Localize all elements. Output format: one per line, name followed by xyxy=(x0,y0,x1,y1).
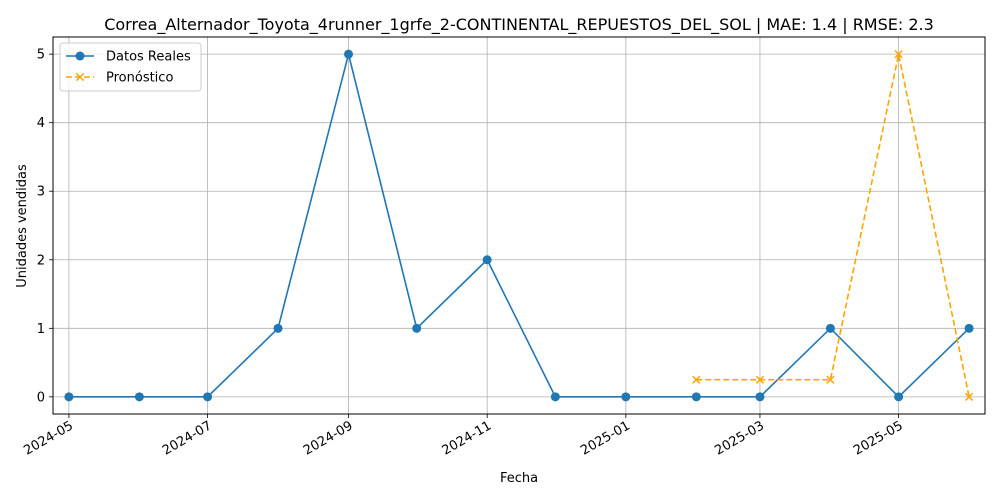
legend-label-actual: Datos Reales xyxy=(106,50,191,65)
data-point-actual xyxy=(621,392,631,402)
y-tick-label: 2 xyxy=(37,253,45,268)
legend-marker-forecast xyxy=(75,72,85,82)
legend: Datos Reales Pronóstico xyxy=(59,42,202,92)
data-point-actual xyxy=(691,392,701,402)
y-tick-label: 4 xyxy=(37,116,45,131)
data-point-actual xyxy=(203,392,213,402)
data-point-actual xyxy=(134,392,144,402)
data-point-actual xyxy=(825,323,835,333)
x-tick-label: 2024-05 xyxy=(21,418,76,458)
data-point-actual xyxy=(64,392,74,402)
data-point-actual xyxy=(273,323,283,333)
x-tick-label: 2025-03 xyxy=(712,418,767,458)
data-point-actual xyxy=(755,392,765,402)
y-tick-label: 5 xyxy=(37,48,45,63)
x-tick-label: 2025-01 xyxy=(578,418,633,458)
x-tick-label: 2025-05 xyxy=(851,418,906,458)
data-point-forecast xyxy=(692,375,701,384)
legend-marker-actual xyxy=(75,51,85,61)
x-axis-label: Fecha xyxy=(500,471,538,486)
y-tick-label: 3 xyxy=(37,185,45,200)
series-line-actual xyxy=(68,53,970,398)
grid-lines xyxy=(53,37,985,414)
data-point-actual xyxy=(482,255,492,265)
x-tick-label: 2024-09 xyxy=(301,418,356,458)
data-point-actual xyxy=(412,323,422,333)
chart-title: Correa_Alternador_Toyota_4runner_1grfe_2… xyxy=(104,15,934,35)
y-tick-label: 0 xyxy=(37,390,45,405)
legend-label-forecast: Pronóstico xyxy=(106,71,173,86)
y-tick-label: 1 xyxy=(37,322,45,337)
data-point-forecast xyxy=(755,375,765,384)
data-point-actual xyxy=(894,392,904,402)
data-point-actual xyxy=(964,323,974,333)
legend-box xyxy=(59,42,202,92)
x-tick-label: 2024-07 xyxy=(160,418,215,458)
data-point-actual xyxy=(550,392,560,402)
data-point-forecast xyxy=(826,375,835,384)
x-tick-label: 2024-11 xyxy=(440,418,495,458)
series-layer xyxy=(64,49,974,402)
data-point-forecast xyxy=(894,50,903,59)
y-axis-label: Unidades vendidas xyxy=(15,164,30,288)
plot-frame xyxy=(52,36,986,415)
data-point-forecast xyxy=(964,392,974,401)
data-point-actual xyxy=(344,49,354,59)
series-line-forecast xyxy=(696,53,970,398)
